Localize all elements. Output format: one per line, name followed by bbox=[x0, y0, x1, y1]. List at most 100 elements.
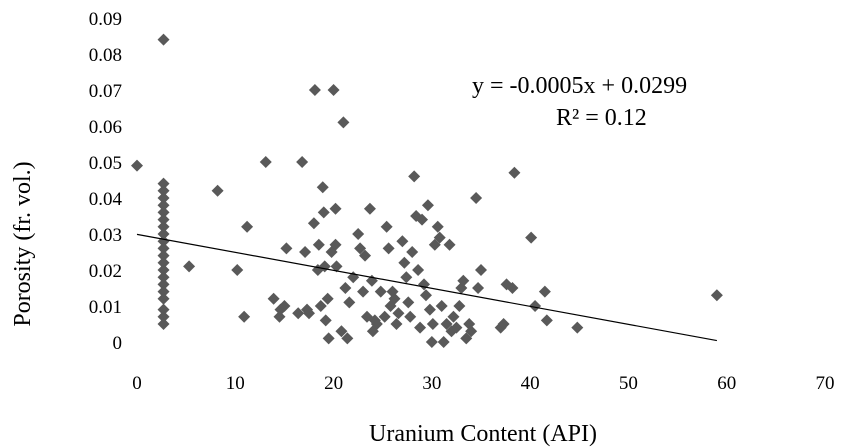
y-tick-label: 0.02 bbox=[89, 261, 122, 282]
data-point bbox=[157, 177, 170, 190]
data-point bbox=[157, 192, 170, 204]
data-point bbox=[319, 314, 332, 327]
data-point bbox=[571, 321, 584, 334]
data-point bbox=[157, 206, 170, 219]
data-point bbox=[316, 181, 329, 194]
data-point bbox=[363, 202, 376, 215]
data-point bbox=[419, 289, 432, 302]
data-point bbox=[307, 217, 320, 230]
y-tick-label: 0.07 bbox=[89, 81, 122, 102]
data-point bbox=[380, 220, 393, 233]
x-tick-label: 50 bbox=[619, 373, 638, 394]
data-point bbox=[157, 310, 170, 323]
y-axis-title: Porosity (fr. vol.) bbox=[10, 161, 36, 326]
data-point bbox=[267, 292, 280, 305]
data-point bbox=[157, 249, 170, 262]
y-axis-ticks: 0 0.01 0.02 0.03 0.04 0.05 0.06 0.07 0.08 0.09 bbox=[89, 9, 123, 354]
x-tick-label: 60 bbox=[717, 373, 736, 394]
data-point bbox=[314, 300, 327, 312]
data-point bbox=[299, 246, 312, 258]
data-point bbox=[465, 325, 478, 338]
y-tick-label: 0.01 bbox=[89, 297, 122, 318]
data-point bbox=[157, 199, 170, 212]
x-tick-label: 20 bbox=[324, 373, 343, 394]
x-tick-label: 30 bbox=[422, 373, 441, 394]
data-point bbox=[238, 310, 251, 323]
data-point bbox=[408, 170, 421, 183]
data-point bbox=[529, 300, 542, 312]
data-point bbox=[157, 292, 170, 305]
data-point bbox=[497, 318, 510, 330]
data-point bbox=[157, 33, 170, 46]
data-point bbox=[396, 235, 409, 248]
data-point bbox=[538, 285, 551, 298]
y-tick-label: 0.08 bbox=[89, 45, 122, 66]
data-point bbox=[259, 156, 272, 168]
data-point bbox=[412, 264, 425, 276]
data-point bbox=[374, 285, 387, 298]
data-point bbox=[157, 318, 170, 330]
data-point bbox=[157, 264, 170, 276]
data-point bbox=[339, 282, 352, 294]
data-point bbox=[460, 332, 473, 345]
data-point bbox=[398, 256, 411, 269]
data-point bbox=[330, 260, 343, 273]
data-point bbox=[321, 292, 334, 305]
x-tick-label: 0 bbox=[132, 373, 142, 394]
data-point bbox=[357, 285, 370, 298]
data-point bbox=[435, 300, 448, 312]
data-point bbox=[457, 274, 470, 287]
data-point bbox=[378, 310, 391, 323]
data-point bbox=[231, 264, 244, 276]
data-point bbox=[423, 303, 436, 316]
data-point bbox=[400, 271, 413, 284]
data-point bbox=[157, 256, 170, 269]
data-point bbox=[157, 184, 170, 197]
data-point bbox=[327, 84, 340, 96]
data-point bbox=[322, 332, 335, 345]
data-point bbox=[278, 300, 291, 312]
data-point bbox=[211, 184, 224, 197]
x-tick-label: 70 bbox=[816, 373, 835, 394]
data-point bbox=[525, 231, 538, 244]
data-point bbox=[317, 206, 330, 219]
data-point bbox=[157, 228, 170, 240]
y-tick-label: 0.03 bbox=[89, 225, 122, 246]
data-point bbox=[157, 271, 170, 284]
data-point bbox=[388, 292, 401, 305]
trendline-group bbox=[136, 233, 717, 342]
data-point bbox=[392, 307, 405, 320]
x-tick-label: 40 bbox=[521, 373, 540, 394]
data-point bbox=[341, 332, 354, 345]
data-points bbox=[131, 33, 723, 348]
data-point bbox=[431, 220, 444, 233]
data-point bbox=[157, 278, 170, 291]
x-axis-title: Uranium Content (API) bbox=[369, 421, 597, 447]
data-point bbox=[428, 238, 441, 251]
data-point bbox=[354, 242, 367, 255]
data-point bbox=[157, 242, 170, 255]
data-point bbox=[406, 246, 419, 258]
data-point bbox=[421, 199, 434, 212]
y-tick-label: 0.04 bbox=[89, 189, 123, 210]
data-point bbox=[337, 116, 350, 129]
data-point bbox=[280, 242, 293, 255]
data-point bbox=[390, 318, 403, 330]
data-point bbox=[131, 159, 143, 172]
y-tick-label: 0 bbox=[113, 333, 123, 354]
data-point bbox=[433, 231, 446, 244]
data-point bbox=[183, 260, 196, 273]
data-point bbox=[437, 336, 450, 348]
data-point bbox=[329, 202, 342, 215]
data-point bbox=[472, 282, 485, 294]
trendline bbox=[136, 233, 717, 342]
data-point bbox=[352, 228, 365, 240]
data-point bbox=[506, 282, 519, 294]
x-tick-label: 10 bbox=[226, 373, 245, 394]
data-point bbox=[273, 310, 286, 323]
data-point bbox=[426, 318, 439, 330]
data-point bbox=[470, 192, 483, 204]
data-point bbox=[402, 296, 415, 309]
r-squared-label: R² = 0.12 bbox=[556, 105, 647, 131]
data-point bbox=[710, 289, 723, 302]
